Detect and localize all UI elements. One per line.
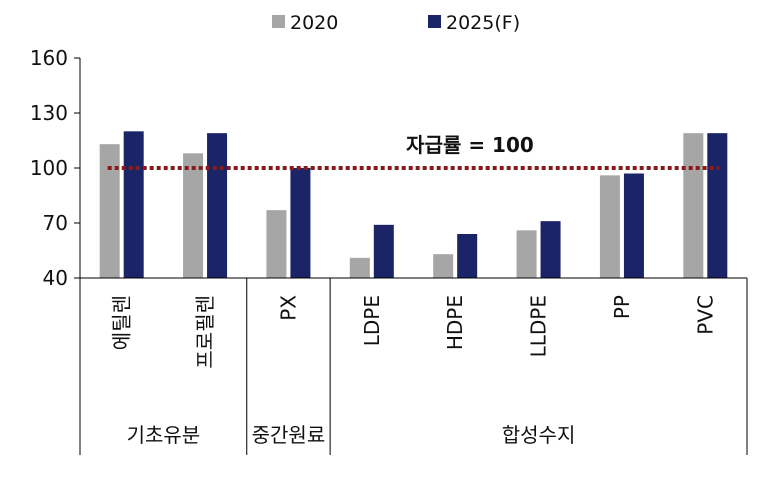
- bar-2020-프로필렌: [183, 153, 204, 278]
- category-label-에틸렌: 에틸렌: [110, 295, 134, 350]
- bar-2020-PP: [599, 175, 620, 278]
- bars: [99, 131, 728, 278]
- category-label-PVC: PVC: [693, 295, 717, 335]
- legend-label-2025(F): 2025(F): [446, 12, 520, 34]
- reference-line-group: 자급률 = 100: [107, 133, 720, 170]
- y-tick-label-40: 40: [43, 266, 68, 290]
- category-label-LLDPE: LLDPE: [527, 295, 551, 357]
- bar-2020-에틸렌: [99, 144, 120, 278]
- bar-2025(F)-LLDPE: [540, 221, 561, 278]
- legend: 2020 2025(F): [272, 12, 520, 34]
- category-label-PP: PP: [610, 295, 634, 319]
- y-tick-label-70: 70: [43, 211, 68, 235]
- group-label-기초유분: 기초유분: [127, 423, 201, 447]
- bar-2025(F)-PX: [290, 168, 311, 278]
- bar-2025(F)-PP: [623, 173, 644, 278]
- reference-line-label: 자급률 = 100: [406, 133, 534, 157]
- bar-2020-PX: [266, 210, 287, 278]
- legend-swatch-2025(F): [428, 15, 441, 28]
- category-label-LDPE: LDPE: [360, 295, 384, 346]
- y-tick-label-100: 100: [30, 156, 68, 180]
- category-label-PX: PX: [276, 295, 300, 321]
- bar-2020-LLDPE: [516, 230, 537, 278]
- bar-2025(F)-에틸렌: [123, 131, 144, 278]
- bar-2025(F)-프로필렌: [207, 133, 228, 278]
- category-label-HDPE: HDPE: [443, 295, 467, 350]
- y-tick-label-130: 130: [30, 101, 68, 125]
- bar-2025(F)-LDPE: [373, 224, 394, 278]
- y-tick-label-160: 160: [30, 46, 68, 70]
- bar-2025(F)-HDPE: [457, 234, 478, 278]
- bar-2020-PVC: [683, 133, 704, 278]
- x-axis: 에틸렌 프로필렌 PX LDPE HDPE LLDPE PP PVC 기초유분 중간원료 합성수지: [79, 277, 748, 455]
- y-axis: 40 70 100 130 160: [30, 46, 81, 290]
- legend-label-2020: 2020: [290, 12, 338, 34]
- bar-2025(F)-PVC: [707, 133, 728, 278]
- legend-swatch-2020: [272, 15, 285, 28]
- category-label-프로필렌: 프로필렌: [193, 295, 217, 369]
- bar-2020-LDPE: [349, 257, 370, 278]
- group-label-중간원료: 중간원료: [252, 423, 326, 447]
- group-label-합성수지: 합성수지: [502, 423, 576, 447]
- bar-2020-HDPE: [433, 254, 454, 278]
